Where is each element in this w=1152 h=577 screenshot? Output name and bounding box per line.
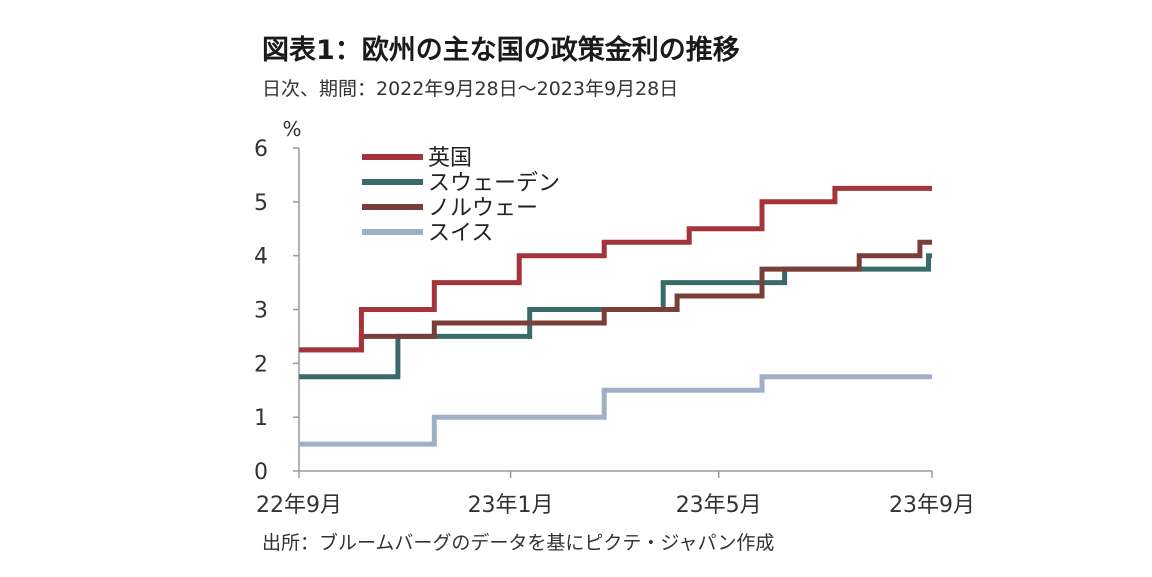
x-tick-label: 23年5月 [676, 493, 762, 518]
y-tick-label: 3 [254, 299, 268, 324]
y-tick-label: 2 [254, 352, 268, 377]
y-tick-label: 1 [254, 406, 268, 431]
chart-subtitle: 日次、期間：2022年9月28日～2023年9月28日 [262, 78, 679, 100]
series-line [299, 185, 932, 353]
legend-label: スウェーデン [428, 171, 560, 196]
legend-label: 英国 [428, 146, 472, 171]
chart-axes: 0 1 2 3 4 5 6% 22年9月 23年1月 23年5月 23年9月 [254, 117, 975, 518]
x-tick-label: 23年1月 [468, 493, 554, 518]
chart-series [299, 185, 932, 447]
series-line [299, 374, 932, 447]
chart-title: 図表1：欧州の主な国の政策金利の推移 [262, 35, 740, 66]
y-axis-unit: % [282, 117, 301, 141]
x-tick-label: 23年9月 [889, 493, 975, 518]
y-tick-label: 4 [254, 245, 268, 270]
y-tick-label: 6 [254, 137, 268, 162]
series-line [299, 253, 932, 380]
legend-label: ノルウェー [428, 196, 538, 221]
series-line [299, 239, 932, 353]
y-tick-label: 5 [254, 191, 268, 216]
x-tick-label: 22年9月 [256, 493, 342, 518]
legend-label: スイス [428, 221, 493, 246]
source-note: 出所：ブルームバーグのデータを基にピクテ・ジャパン作成 [262, 532, 775, 554]
y-tick-label: 0 [254, 460, 268, 485]
